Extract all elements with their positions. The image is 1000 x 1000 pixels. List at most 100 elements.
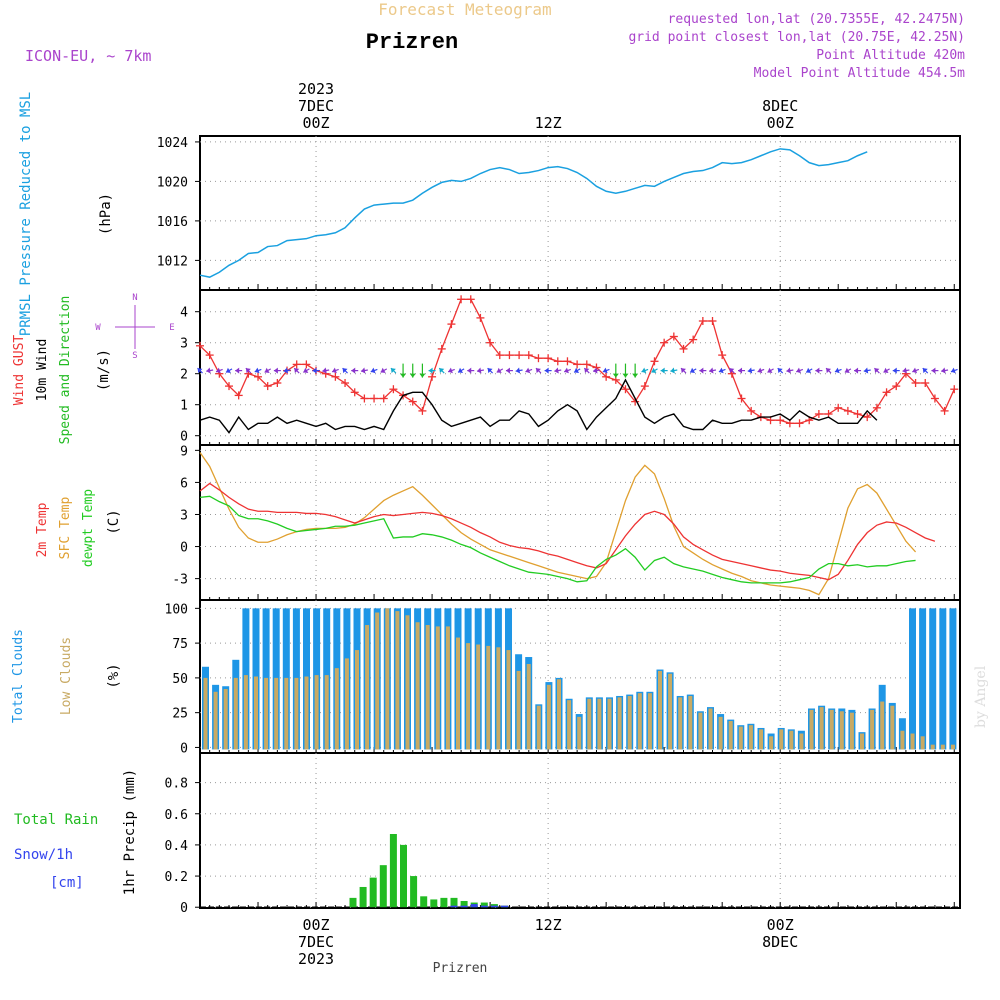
y-tick-label: 9 (180, 444, 188, 459)
wind-arrow-head (409, 373, 416, 378)
wind-arrow (699, 367, 707, 374)
wind-arrow (863, 367, 871, 374)
low-cloud-bar (425, 625, 430, 750)
low-cloud-bar (627, 695, 632, 750)
wind-arrow (632, 363, 639, 378)
wind-arrow (331, 367, 339, 374)
wind-arrow-head (496, 367, 502, 373)
wind-arrow (254, 367, 262, 374)
low-cloud-bar (617, 697, 622, 750)
wind-arrow (342, 367, 348, 374)
wind-arrow-head (950, 367, 956, 374)
precip-ylabel: 1hr Precip (mm) (122, 769, 138, 895)
watermark: by Angel (973, 665, 989, 728)
wind-arrow (738, 367, 746, 374)
top-axis-label: 12Z (535, 114, 562, 132)
wind-arrow (622, 363, 629, 378)
wind-arrow (390, 367, 397, 374)
wind-arrow (854, 367, 862, 374)
wind-arrow-head (245, 368, 251, 374)
bottom-axis-label: 2023 (298, 950, 334, 968)
low-cloud-bar (688, 695, 693, 750)
rain-bar (389, 834, 397, 908)
wind-arrow-head (690, 367, 696, 373)
wind-arrow (351, 367, 359, 374)
wind-arrow-head (777, 368, 783, 374)
y-tick-label: 3 (180, 337, 188, 352)
low-cloud-bar (415, 622, 420, 750)
low-cloud-bar (748, 725, 753, 750)
wind-arrow (931, 367, 939, 374)
bottom-axis-label: 12Z (999, 916, 1000, 934)
rain-bar (400, 844, 407, 908)
pressure-line (199, 148, 868, 278)
low-cloud-bar (456, 637, 460, 750)
wind-arrow (777, 367, 784, 374)
wind-arrow-head (439, 368, 445, 374)
wind-arrow (728, 367, 735, 374)
temp-sfc-label: SFC Temp (58, 497, 73, 560)
total-cloud-bar (929, 608, 937, 750)
low-cloud-bar (769, 736, 774, 750)
low-cloud-bar (233, 677, 238, 750)
wind-arrow-head (254, 367, 260, 374)
wind-arrow (409, 363, 416, 378)
wind-arrow-head (941, 367, 946, 374)
wind-arrow-head (902, 367, 907, 374)
low-cloud-bar (718, 716, 723, 750)
wind-arrow (496, 367, 504, 373)
wind-arrow-head (632, 373, 639, 378)
wind-arrow-head (622, 373, 629, 378)
wind-arrow-head (709, 367, 714, 374)
wind-arrow-head (883, 367, 889, 373)
rain-bar (440, 897, 448, 908)
wind-arrow (747, 367, 755, 374)
wind-arrow-head (738, 367, 743, 374)
wind-arrow (922, 367, 929, 374)
wind-arrow (670, 367, 678, 374)
low-cloud-bar (829, 709, 834, 750)
wind-arrow-head (264, 367, 270, 373)
low-cloud-bar (294, 677, 299, 750)
wind-arrow-head (834, 367, 840, 374)
model-label: ICON-EU, ~ 7km (25, 47, 151, 65)
wind-gust-label: Wind GUST (12, 335, 27, 406)
low-cloud-bar (940, 744, 945, 750)
low-clouds-label: Low Clouds (59, 637, 74, 715)
wind-dir-label: Speed and Direction (58, 296, 73, 445)
wind-10m-label: 10m Wind (35, 339, 50, 402)
rain-bar (480, 902, 488, 908)
low-cloud-bar (203, 677, 208, 750)
dewpt-line (199, 495, 916, 584)
low-cloud-bar (476, 644, 481, 750)
bottom-axis-label: 00Z (767, 916, 794, 934)
wind-arrow-head (718, 367, 724, 374)
snow-label: Snow/1h (14, 847, 73, 863)
wind-arrow-head (544, 367, 549, 374)
wind-arrow (718, 367, 726, 374)
wind-arrow-head (448, 367, 453, 374)
low-cloud-bar (607, 698, 612, 750)
wind-arrow (786, 367, 794, 374)
low-cloud-bar (577, 716, 582, 750)
wind-arrow-head (786, 367, 791, 374)
wind-arrow-head (757, 367, 763, 374)
wind-arrow (883, 367, 890, 373)
wind-arrow-head (467, 367, 472, 374)
rain-bar (349, 897, 357, 908)
wind-arrow (283, 367, 291, 374)
wind-arrow-head (815, 367, 820, 374)
pressure-title: PRMSL Pressure Reduced to MSL (18, 92, 34, 336)
total-cloud-bar (949, 608, 957, 750)
wind-ylabel: (m/s) (96, 349, 112, 391)
wind-arrow (447, 367, 455, 374)
compass-e: E (169, 323, 174, 333)
wind-arrow (892, 367, 900, 374)
low-cloud-bar (678, 697, 683, 750)
wind-arrow (815, 367, 823, 374)
wind-arrow-head (574, 367, 580, 373)
wind-arrow-head (681, 368, 686, 374)
y-tick-label: 0 (180, 741, 188, 756)
low-cloud-bar (223, 689, 228, 750)
wind-arrow (438, 367, 445, 374)
